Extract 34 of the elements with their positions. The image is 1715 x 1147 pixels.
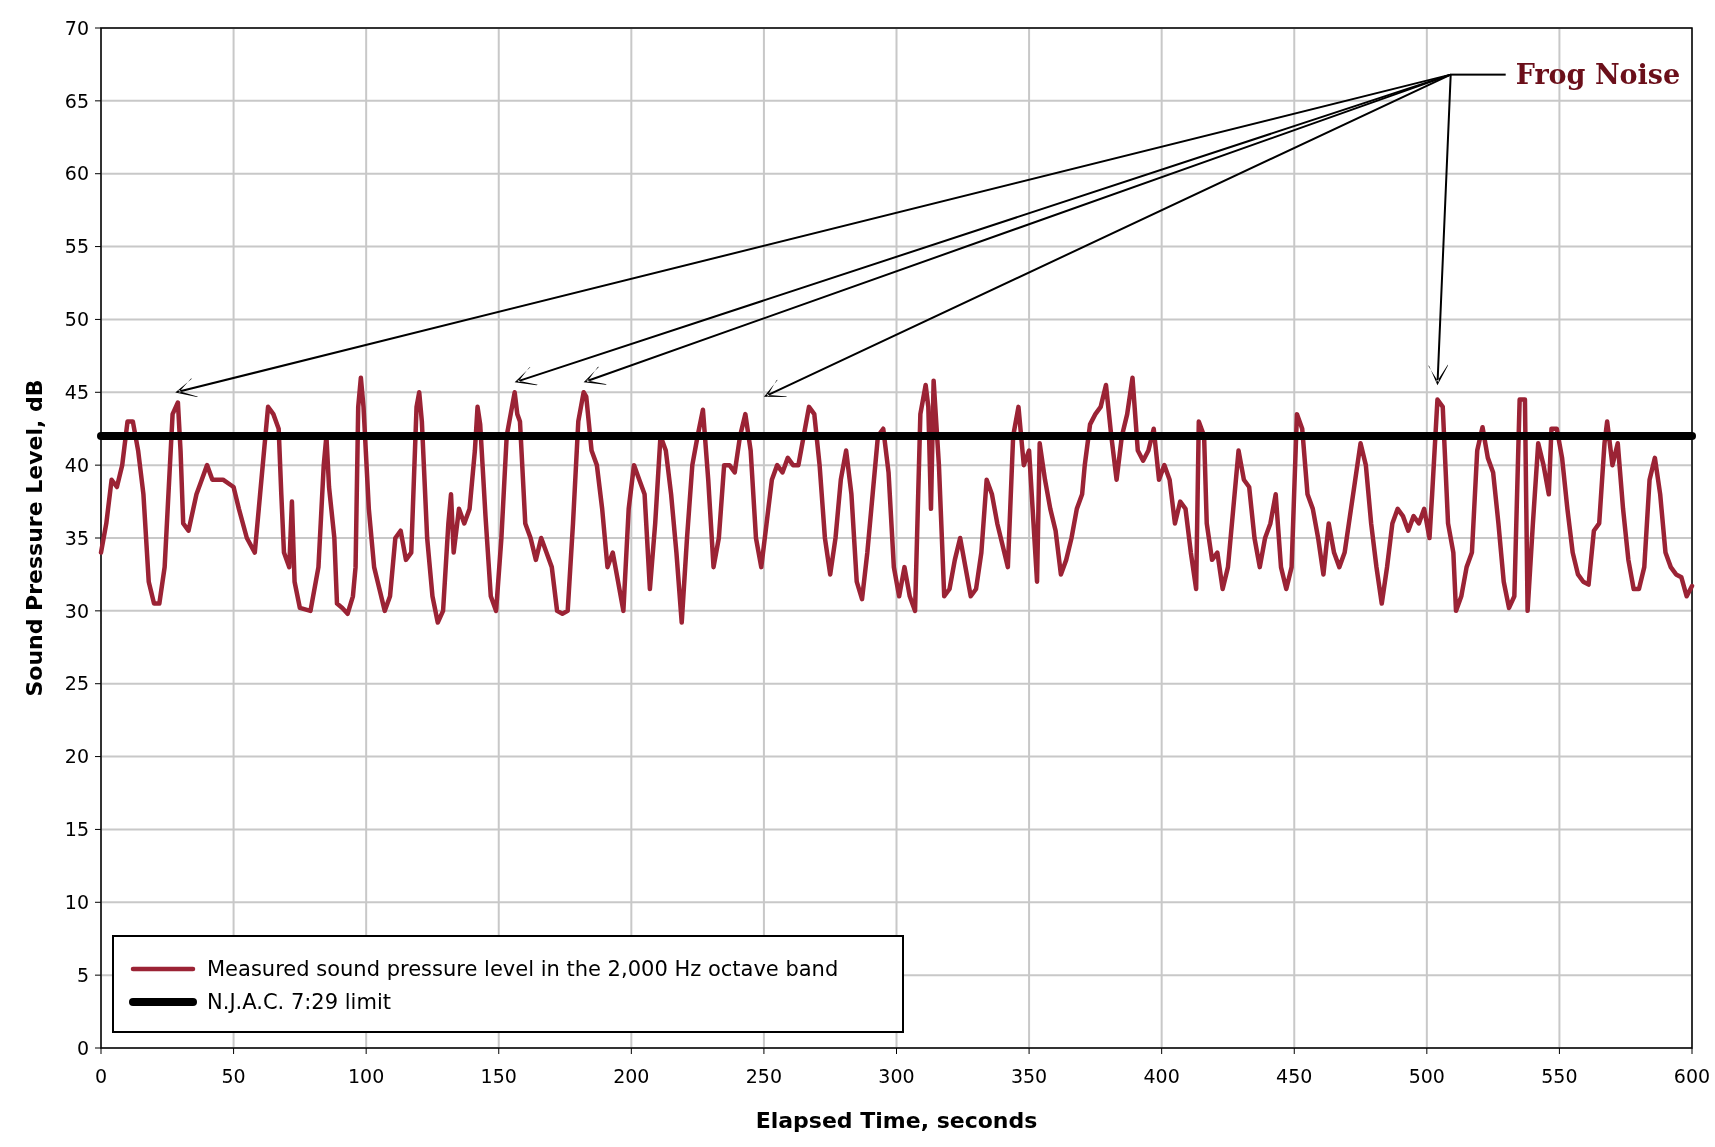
y-tick-label: 5 — [76, 963, 89, 986]
y-tick-label: 65 — [64, 89, 89, 112]
x-tick-label: 550 — [1541, 1065, 1578, 1087]
y-tick-label: 30 — [64, 599, 89, 622]
y-tick-label: 70 — [64, 16, 89, 39]
x-tick-label: 300 — [878, 1065, 915, 1087]
y-tick-label: 45 — [64, 380, 89, 403]
y-tick-label: 20 — [64, 745, 89, 768]
y-tick-label: 15 — [64, 818, 89, 841]
x-tick-label: 150 — [480, 1065, 517, 1087]
y-tick-label: 55 — [64, 235, 89, 258]
x-tick-label: 350 — [1010, 1065, 1048, 1087]
x-tick-label: 600 — [1673, 1065, 1711, 1087]
x-tick-label: 400 — [1143, 1065, 1180, 1087]
y-tick-label: 40 — [64, 453, 89, 476]
x-tick-label: 100 — [348, 1065, 385, 1087]
y-tick-label: 0 — [76, 1036, 89, 1059]
y-tick-label: 60 — [64, 162, 89, 185]
legend-label: N.J.A.C. 7:29 limit — [207, 990, 391, 1015]
y-tick-label: 35 — [64, 526, 89, 549]
x-tick-label: 450 — [1276, 1065, 1313, 1087]
y-tick-label: 50 — [64, 308, 89, 331]
y-tick-label: 10 — [64, 890, 89, 913]
x-tick-label: 250 — [745, 1065, 783, 1087]
legend-label: Measured sound pressure level in the 2,000 Hz octave band — [207, 957, 839, 982]
x-tick-label: 0 — [94, 1065, 108, 1087]
y-tick-label: 25 — [64, 672, 89, 695]
y-axis-title: Sound Pressure Level, dB — [22, 379, 47, 697]
x-tick-label: 50 — [221, 1065, 246, 1087]
x-axis-title: Elapsed Time, seconds — [755, 1108, 1038, 1133]
x-tick-label: 500 — [1408, 1065, 1445, 1087]
line-series — [98, 375, 1695, 625]
annotation: Frog Noise — [1515, 59, 1681, 91]
x-tick-label: 200 — [613, 1065, 650, 1087]
